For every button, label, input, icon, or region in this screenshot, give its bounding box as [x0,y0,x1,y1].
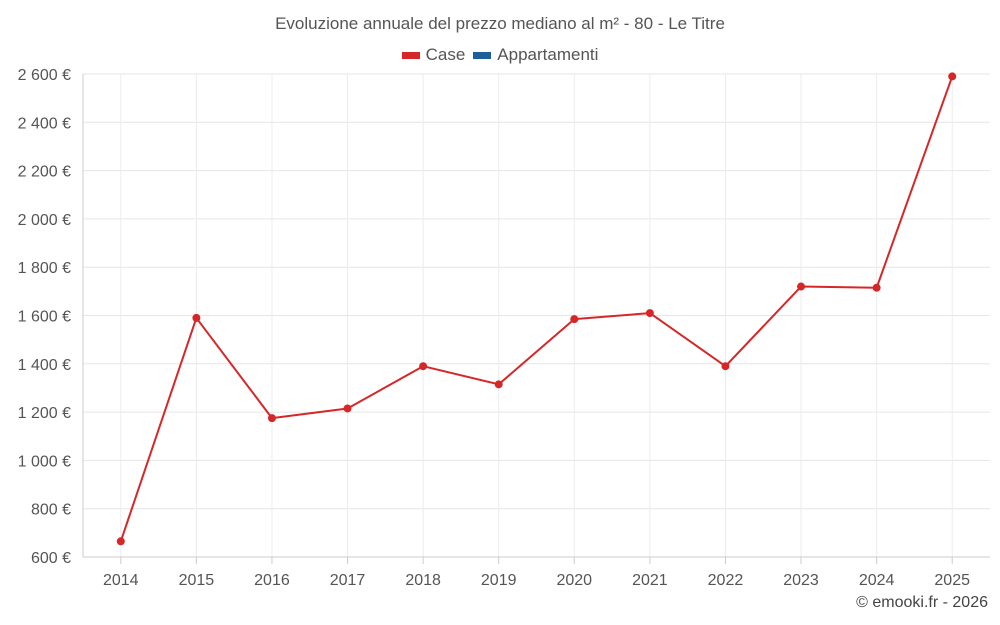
x-tick-label: 2015 [179,572,215,589]
y-tick-label: 2 000 € [18,212,71,229]
data-point-case [192,313,201,322]
y-tick-label: 2 600 € [18,67,71,84]
data-point-case [797,282,806,291]
data-point-case [872,283,881,292]
legend-swatch-case [401,51,420,59]
data-point-case [267,414,276,423]
y-tick-label: 600 € [31,550,71,567]
y-tick-label: 1 600 € [18,309,71,326]
legend-label-appartamenti: Appartamenti [497,45,599,64]
legend-item-appartamenti[interactable]: Appartamenti [473,45,598,65]
legend-swatch-appartamenti [473,51,492,59]
x-tick-label: 2024 [859,572,895,589]
x-tick-label: 2017 [330,572,366,589]
data-point-case [948,72,957,81]
data-point-case [343,404,352,413]
y-tick-label: 1 200 € [18,405,71,422]
x-tick-label: 2022 [708,572,744,589]
y-tick-label: 1 000 € [18,453,71,470]
data-point-case [116,537,125,546]
x-tick-label: 2014 [103,572,139,589]
credit-text: © emooki.fr - 2026 [856,594,988,611]
x-tick-label: 2018 [405,572,441,589]
x-tick-label: 2019 [481,572,517,589]
chart-legend: Case Appartamenti [0,45,1000,65]
legend-item-case[interactable]: Case [401,45,466,65]
y-tick-label: 800 € [31,502,71,519]
data-point-case [494,380,503,389]
chart-title: Evoluzione annuale del prezzo mediano al… [275,14,725,33]
data-point-case [570,315,579,324]
data-point-case [419,362,428,371]
y-tick-label: 1 800 € [18,260,71,277]
data-point-case [721,362,730,371]
x-tick-label: 2021 [632,572,668,589]
y-tick-label: 2 200 € [18,164,71,181]
data-point-case [645,309,654,318]
series-line-case [119,76,954,542]
y-tick-label: 1 400 € [18,357,71,374]
x-tick-label: 2025 [934,572,970,589]
legend-label-case: Case [425,45,466,64]
x-tick-label: 2020 [556,572,592,589]
x-tick-label: 2016 [254,572,290,589]
x-tick-label: 2023 [783,572,819,589]
y-tick-label: 2 400 € [18,115,71,132]
